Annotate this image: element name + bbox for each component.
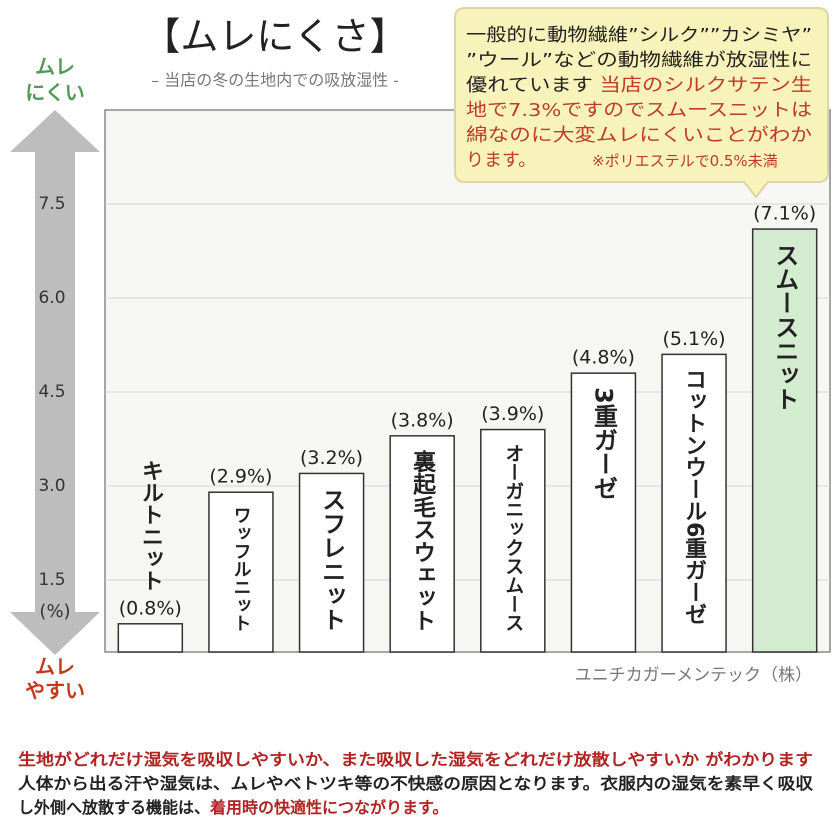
callout-text: ります。 bbox=[466, 150, 536, 171]
y-tick-label: 7.5 bbox=[38, 194, 65, 214]
value-label: (3.9%) bbox=[481, 403, 544, 425]
value-label: (3.2%) bbox=[300, 447, 363, 469]
y-tick-label: 3.0 bbox=[38, 476, 65, 496]
scale-label: ムレ bbox=[35, 655, 75, 679]
footer-line: し外側へ放散する機能は、着用時の快適性につながります。 bbox=[18, 798, 448, 817]
category-label: キルトニット bbox=[138, 460, 163, 592]
category-label: ワッフルニット bbox=[230, 506, 251, 632]
callout-text: 地で7.3%ですのでスムースニットは bbox=[466, 100, 812, 121]
category-label: コットンウール6重ガーゼ bbox=[682, 368, 707, 625]
category-label: 裏起毛スウェット bbox=[409, 449, 436, 632]
footer-text: 生地がどれだけ湿気を吸収しやすいか、また吸収した湿気をどれだけ放散しやすいか が… bbox=[18, 750, 813, 769]
callout-text: 優れています bbox=[466, 75, 600, 96]
category-label: オーガニックスムース bbox=[502, 444, 523, 632]
bar bbox=[661, 353, 727, 653]
footer-text: 着用時の快適性につながります。 bbox=[209, 798, 448, 817]
callout-line: 優れています 当店のシルクサテン生 bbox=[466, 75, 812, 96]
bar bbox=[751, 228, 818, 653]
bar bbox=[208, 491, 274, 653]
footer-text: 人体から出る汗や湿気は、ムレやベトツキ等の不快感の原因となります。衣服内の湿気を… bbox=[18, 774, 814, 793]
callout-line: ります。 ※ポリエステルで0.5%未満 bbox=[466, 150, 778, 171]
bar bbox=[117, 623, 184, 653]
callout-text: 綿なのに大変ムレにくいことがわか bbox=[466, 125, 812, 146]
scale-arrow bbox=[10, 110, 100, 655]
chart-title: 【ムレにくさ】 bbox=[142, 15, 407, 59]
category-label: スフレニット bbox=[318, 487, 346, 631]
footer-text: し外側へ放散する機能は、 bbox=[18, 798, 210, 817]
y-tick-label: 6.0 bbox=[38, 288, 65, 308]
footer-line: 生地がどれだけ湿気を吸収しやすいか、また吸収した湿気をどれだけ放散しやすいか が… bbox=[18, 750, 813, 769]
value-label: (0.8%) bbox=[119, 597, 182, 619]
scale-label: やすい bbox=[25, 679, 85, 703]
y-tick-label: 1.5 bbox=[38, 570, 65, 590]
callout-line: 地で7.3%ですのでスムースニットは bbox=[466, 100, 812, 121]
callout-line: 綿なのに大変ムレにくいことがわか bbox=[466, 125, 812, 146]
chart-subtitle: – 当店の冬の生地内での吸放湿性 - bbox=[151, 71, 399, 90]
callout-box bbox=[454, 7, 829, 199]
bar bbox=[298, 472, 365, 653]
scale-label: にくい bbox=[25, 81, 85, 105]
bar bbox=[389, 435, 455, 653]
category-label: 3重ガーゼ bbox=[589, 387, 617, 500]
y-axis-label: (%) bbox=[39, 601, 70, 622]
bar bbox=[570, 372, 637, 653]
callout-text: ※ポリエステルで0.5%未満 bbox=[592, 152, 778, 170]
bar bbox=[480, 428, 546, 653]
category-label: スムースニット bbox=[771, 243, 799, 411]
y-tick-label: 4.5 bbox=[38, 382, 65, 402]
scale-label: ムレ bbox=[35, 55, 75, 79]
callout-line: ”ウール”などの動物繊維が放湿性に bbox=[466, 50, 812, 71]
footer-line: 人体から出る汗や湿気は、ムレやベトツキ等の不快感の原因となります。衣服内の湿気を… bbox=[18, 774, 814, 793]
value-label: (2.9%) bbox=[209, 466, 272, 488]
value-label: (5.1%) bbox=[663, 328, 726, 350]
value-label: (7.1%) bbox=[753, 203, 816, 225]
callout-text: 一般的に動物繊維”シルク””カシミヤ” bbox=[466, 25, 812, 46]
value-label: (3.8%) bbox=[391, 409, 454, 431]
credit: ユニチカガーメンテック（株） bbox=[575, 666, 812, 686]
callout-text: ”ウール”などの動物繊維が放湿性に bbox=[466, 50, 812, 71]
callout-line: 一般的に動物繊維”シルク””カシミヤ” bbox=[466, 25, 812, 46]
value-label: (4.8%) bbox=[572, 347, 635, 369]
callout-text: 当店のシルクサテン生 bbox=[600, 75, 812, 96]
